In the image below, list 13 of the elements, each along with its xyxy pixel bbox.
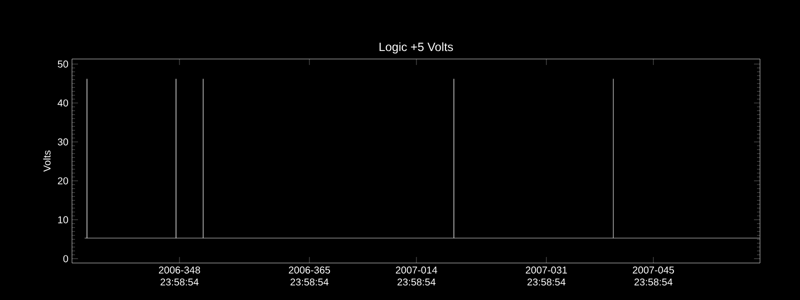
chart-title: Logic +5 Volts [380, 42, 453, 54]
x-tick-label: 2007-045 23:58:54 [632, 266, 674, 286]
y-tick-label: 10 [58, 216, 68, 224]
x-tick-label: 2007-014 23:58:54 [396, 266, 438, 286]
y-tick-label: 50 [58, 60, 68, 68]
x-tick-label: 2007-031 23:58:54 [526, 266, 567, 286]
y-tick-label: 0 [63, 255, 68, 262]
y-tick-label: 40 [58, 99, 68, 107]
y-axis-title: Volts [43, 150, 51, 172]
y-tick-label: 20 [58, 177, 68, 184]
x-tick-label: 2006-348 23:58:54 [158, 266, 200, 286]
y-tick-label: 30 [58, 138, 68, 146]
x-tick-label: 2006-365 23:58:54 [288, 266, 330, 286]
